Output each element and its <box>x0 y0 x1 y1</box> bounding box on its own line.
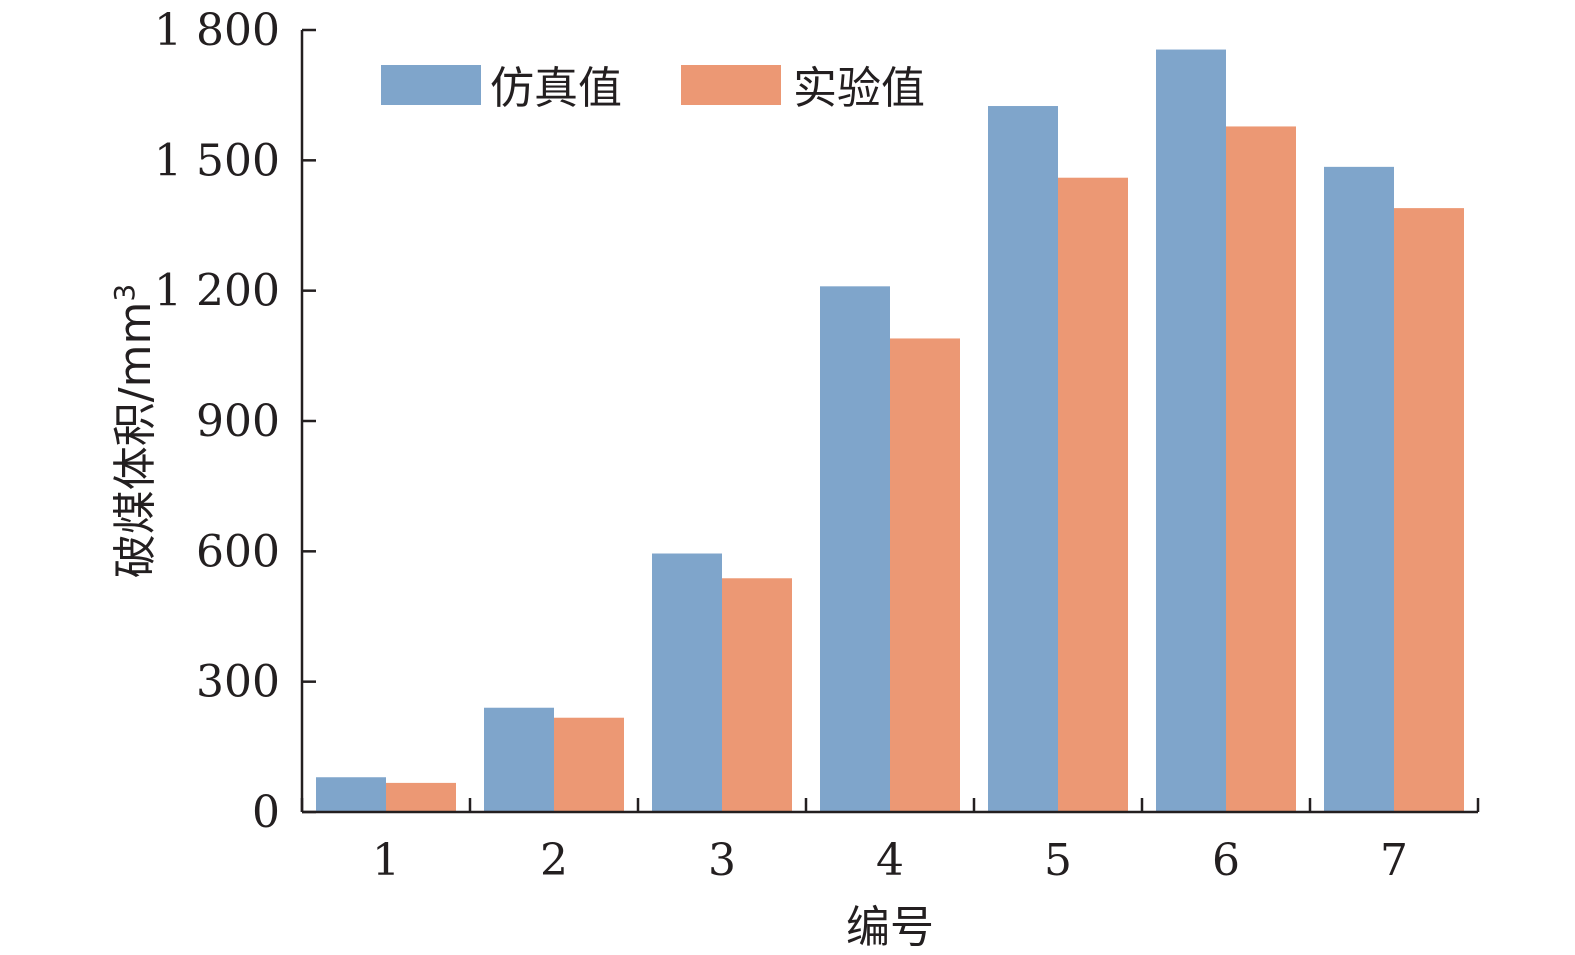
x-tick-label: 5 <box>1044 835 1072 886</box>
bar-simulated-6 <box>1156 49 1226 813</box>
bar-simulated-1 <box>316 777 386 812</box>
x-tick-label: 6 <box>1212 835 1240 886</box>
bar-experimental-5 <box>1058 177 1128 812</box>
legend-label-simulated: 仿真值 <box>490 63 622 114</box>
bar-simulated-4 <box>820 286 890 812</box>
x-tick-label: 1 <box>372 835 400 886</box>
y-tick-label: 1 200 <box>154 266 280 317</box>
x-tick-label: 7 <box>1380 835 1408 886</box>
y-axis-title: 破煤体积/mm3 <box>108 284 161 578</box>
x-tick-label: 2 <box>540 835 568 886</box>
bar-experimental-7 <box>1394 208 1464 813</box>
legend: 仿真值 实验值 <box>381 63 925 114</box>
x-tick-label: 3 <box>708 835 736 886</box>
bar-simulated-2 <box>484 707 554 812</box>
y-tick-label: 1 800 <box>154 5 280 56</box>
y-tick-label: 300 <box>196 657 280 708</box>
y-ticks-group: 0 300 600 900 1 200 1 500 1 800 <box>154 5 316 838</box>
bar-simulated-3 <box>652 553 722 812</box>
legend-label-experimental: 实验值 <box>793 63 925 114</box>
y-tick-label: 900 <box>196 396 280 447</box>
y-tick-label: 0 <box>252 787 280 838</box>
x-axis-title: 编号 <box>846 902 934 953</box>
legend-swatch-simulated <box>381 65 481 105</box>
y-tick-label: 600 <box>196 526 280 577</box>
y-tick-label: 1 500 <box>154 135 280 186</box>
bar-simulated-7 <box>1324 166 1394 813</box>
y-axis-title-text: 破煤体积/mm <box>110 302 161 579</box>
y-axis-title-superscript: 3 <box>108 284 141 302</box>
bar-experimental-1 <box>386 782 456 812</box>
legend-swatch-experimental <box>681 65 781 105</box>
bar-experimental-3 <box>722 578 792 812</box>
bar-experimental-2 <box>554 717 624 812</box>
bars-group <box>316 49 1464 813</box>
bar-experimental-4 <box>890 338 960 812</box>
bar-simulated-5 <box>988 106 1058 813</box>
x-tick-label: 4 <box>876 835 904 886</box>
bar-experimental-6 <box>1226 126 1296 813</box>
x-ticks-group: 1 2 3 4 5 6 7 <box>300 798 1480 886</box>
